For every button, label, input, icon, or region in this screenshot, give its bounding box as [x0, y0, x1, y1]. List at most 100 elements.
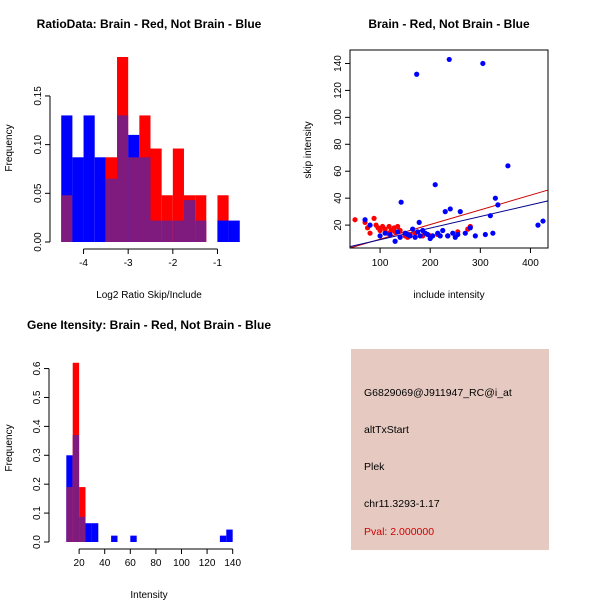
scatter-point [416, 219, 422, 226]
histogram-bar [150, 148, 162, 242]
y-axis-label: skip intensity [303, 121, 314, 178]
y-tick-label: 0.6 [32, 361, 43, 375]
scatter-point [377, 227, 383, 234]
y-tick-label: 20 [333, 219, 344, 231]
histogram-overlap-bar [139, 157, 151, 242]
pval-label: Pval: 2.000000 [364, 526, 435, 538]
y-axis-label: Frequency [4, 124, 15, 171]
y-tick-label: 0.2 [32, 477, 43, 491]
scatter-plot-panel: 100 200 300 400 20 40 60 80 100 120 140 Brain - Red… [303, 17, 549, 301]
y-tick-label: 100 [333, 109, 344, 126]
y-tick-label: 40 [333, 192, 344, 204]
histogram-overlap-bar [61, 195, 73, 242]
histogram-overlap-bar [172, 220, 184, 242]
scatter-point [450, 230, 456, 236]
scatter-point [467, 225, 473, 231]
scatter-point [367, 230, 373, 236]
scatter-point [382, 226, 388, 232]
histogram-bar [72, 157, 84, 242]
scatter-point [410, 226, 416, 232]
x-tick-label: 20 [74, 558, 86, 569]
scatter-point [377, 233, 383, 239]
scatter-point [407, 233, 413, 239]
intensity-histogram-panel: 20 40 60 80 100 120 140 0.0 0.1 0.2 0.3 0.4 0.5 0.6 Ge… [4, 318, 271, 600]
histogram-bar [61, 115, 73, 242]
scatter-point [362, 217, 368, 223]
scatter-point [472, 233, 478, 239]
scatter-point [352, 217, 358, 223]
y-tick-label: 0.05 [33, 183, 44, 203]
y-tick-label: 0.3 [32, 448, 43, 462]
x-tick-label: 300 [472, 258, 489, 269]
histogram-overlap-bar [161, 220, 173, 242]
x-tick-label: -3 [124, 258, 133, 269]
x-tick-label: 60 [125, 558, 137, 569]
x-tick-label: 100 [173, 558, 190, 569]
histogram-bar [94, 157, 106, 242]
histogram-bar [111, 535, 118, 542]
x-tick-label: 200 [422, 258, 439, 269]
scatter-point [392, 238, 398, 244]
scatter-point [425, 231, 431, 238]
histogram-bar [219, 535, 227, 542]
histogram-overlap-bar [117, 115, 129, 242]
scatter-point [395, 229, 401, 235]
x-tick-label: -1 [213, 258, 222, 269]
histogram-bar [217, 220, 229, 242]
scatter-point [505, 163, 511, 169]
x-tick-label: 400 [522, 258, 539, 269]
scatter-point [462, 230, 468, 236]
histogram-bar [172, 148, 184, 242]
chromosome-location-label: chr11.3293-1.17 [364, 498, 440, 510]
y-tick-label: 120 [333, 82, 344, 99]
scatter-point [398, 199, 404, 205]
y-tick-label: 60 [333, 165, 344, 177]
scatter-point [414, 71, 420, 77]
scatter-point [480, 60, 486, 67]
y-axis-label: Frequency [4, 424, 15, 471]
histogram-overlap-bar [105, 178, 118, 242]
scatter-point [442, 209, 448, 215]
y-tick-label: 0.10 [33, 134, 44, 154]
histogram-overlap-bar [128, 157, 140, 242]
y-tick-label: 0.5 [32, 390, 43, 404]
scatter-point [371, 215, 377, 221]
scatter-point [432, 182, 438, 188]
histogram-bar [226, 529, 233, 542]
scatter-point [417, 233, 423, 239]
y-tick-label: 0.0 [32, 535, 43, 549]
regression-line [349, 200, 549, 248]
histogram-bar [217, 195, 229, 242]
scatter-point [445, 233, 451, 239]
histogram-bar [79, 487, 86, 542]
scatter-point [386, 223, 392, 230]
scatter-point [540, 218, 546, 224]
x-axis-label: include intensity [413, 290, 484, 301]
scatter-point [487, 213, 493, 219]
scatter-point [447, 206, 453, 212]
histogram-bar [83, 115, 95, 242]
scatter-point [382, 230, 388, 236]
scatter-point [440, 227, 446, 234]
x-tick-label: -4 [79, 258, 88, 269]
x-axis-label: Intensity [130, 590, 167, 600]
scatter-point [482, 231, 488, 238]
ratio-histogram-panel: -4 -3 -2 -1 0.00 0.05 0.10 0.15 RatioData: Brain… [4, 17, 262, 301]
histogram-bar [161, 195, 173, 242]
x-tick-label: 80 [150, 558, 162, 569]
x-tick-label: 140 [224, 558, 241, 569]
histogram-bar [228, 220, 240, 242]
scatter-point [387, 231, 393, 238]
scatter-point [446, 56, 452, 63]
chart-title: RatioData: Brain - Red, Not Brain - Blue [37, 17, 262, 31]
histogram-overlap-bar [195, 220, 207, 242]
regression-line [349, 189, 549, 249]
scatter-point [437, 233, 443, 239]
scatter-point [492, 195, 498, 201]
histogram-overlap-bar [150, 220, 162, 242]
x-tick-label: -2 [168, 258, 177, 269]
y-tick-label: 0.4 [32, 419, 43, 433]
histogram-overlap-bar [183, 200, 196, 242]
histogram-overlap-bar [66, 487, 73, 542]
